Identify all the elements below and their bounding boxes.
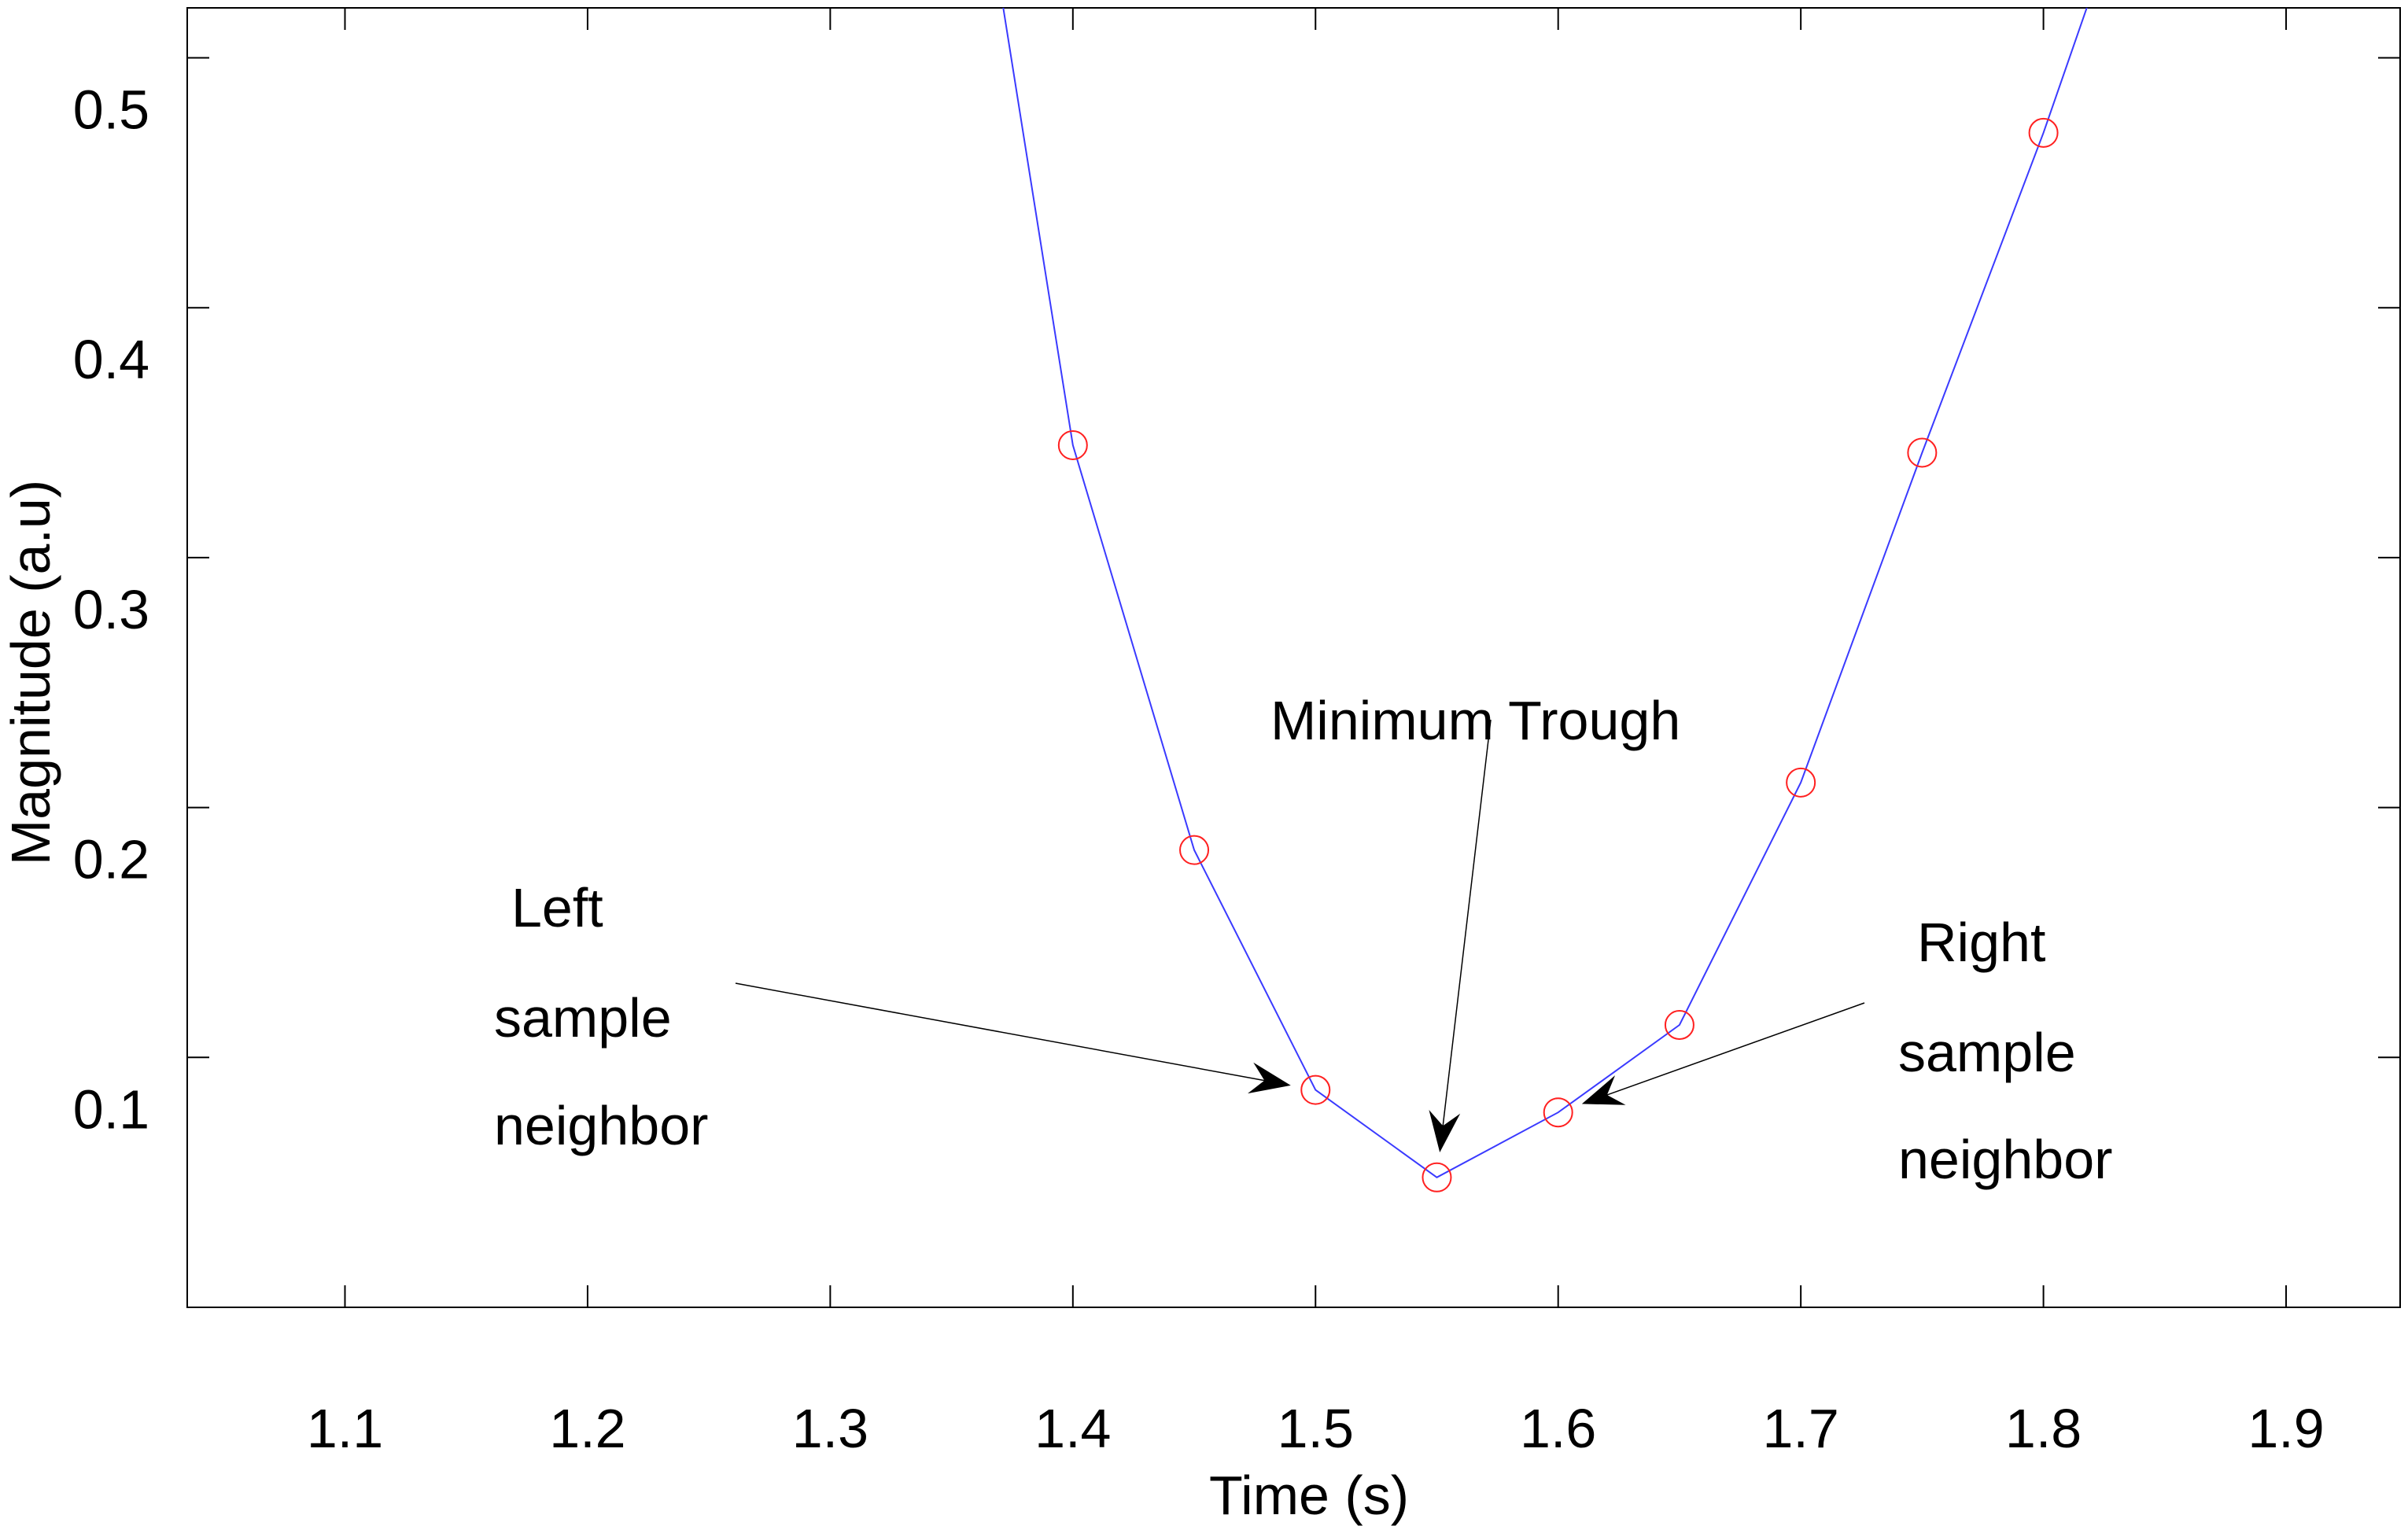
annotation-arrow-head <box>1429 1110 1461 1153</box>
annotation-left-line: Left <box>511 877 603 938</box>
annotation-left-line: sample <box>494 987 672 1049</box>
data-point <box>1300 1074 1331 1105</box>
annotation-right-line: sample <box>1898 1022 2076 1083</box>
data-point <box>2028 117 2059 148</box>
data-point <box>1786 767 1816 798</box>
x-tick-label: 1.1 <box>307 1398 383 1459</box>
plot-frame <box>186 7 2401 1308</box>
y-tick-label: 0.4 <box>73 329 149 390</box>
x-tick-label: 1.9 <box>2248 1398 2324 1459</box>
annotation-left-line: neighbor <box>494 1095 708 1156</box>
series-layer <box>1002 8 2088 1192</box>
annotation-arrow-head <box>1248 1062 1291 1094</box>
x-axis-ticks: 1.1 1.2 1.3 1.4 1.5 1.6 1.7 1.8 1.9 <box>307 8 2325 1459</box>
annotation-minimum-trough: Minimum Trough <box>1270 690 1680 751</box>
x-tick-label: 1.5 <box>1278 1398 1354 1459</box>
annotation-arrow-head <box>1581 1075 1626 1105</box>
y-tick-label: 0.5 <box>73 79 149 141</box>
y-tick-label: 0.3 <box>73 579 149 640</box>
annotation-arrows <box>735 719 1865 1153</box>
data-point <box>1057 429 1088 460</box>
y-tick-label: 0.2 <box>73 829 149 890</box>
annotation-arrow-line <box>1441 719 1492 1130</box>
x-axis-label: Time (s) <box>1209 1465 1409 1526</box>
annotation-arrow-line <box>735 982 1268 1082</box>
y-axis-label: Magnitude (a.u) <box>0 480 61 865</box>
x-tick-label: 1.8 <box>2005 1398 2082 1459</box>
x-tick-label: 1.2 <box>549 1398 625 1459</box>
y-axis-ticks: 0.1 0.2 0.3 0.4 0.5 <box>73 57 2400 1140</box>
annotation-right-line: neighbor <box>1898 1129 2112 1190</box>
x-tick-label: 1.6 <box>1520 1398 1596 1459</box>
data-point <box>1907 437 1938 468</box>
data-point <box>1422 1162 1452 1192</box>
y-tick-label: 0.1 <box>73 1078 149 1140</box>
annotation-arrow-line <box>1603 1002 1865 1097</box>
data-point <box>1664 1010 1694 1041</box>
annotation-minimum-trough-line: Minimum Trough <box>1270 690 1680 751</box>
data-point <box>1179 835 1210 865</box>
annotation-right-neighbor: Right sample neighbor <box>1898 912 2112 1190</box>
annotation-right-line: Right <box>1917 912 2045 973</box>
x-tick-label: 1.4 <box>1034 1398 1111 1459</box>
x-tick-label: 1.7 <box>1762 1398 1838 1459</box>
series-line <box>1002 8 2088 1178</box>
data-point <box>1543 1097 1573 1128</box>
x-tick-label: 1.3 <box>792 1398 868 1459</box>
annotation-left-neighbor: Left sample neighbor <box>494 877 708 1156</box>
